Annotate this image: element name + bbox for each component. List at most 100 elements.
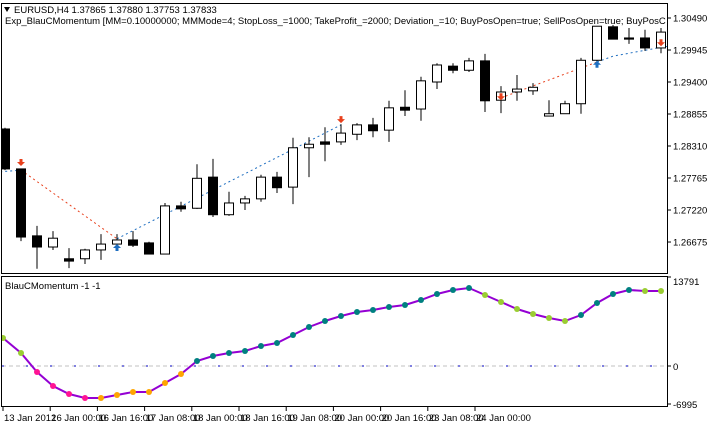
time-axis-label: 18 Jan 00:00 [193,413,248,424]
candle-bullish [384,100,394,142]
candle-body [560,103,570,115]
candle-bullish [336,124,346,145]
momentum-point [194,358,200,364]
momentum-point [146,389,152,395]
candle-bearish [448,63,458,74]
candle-body [224,202,234,216]
momentum-point [530,311,536,317]
candle-body [128,239,138,246]
candle-body [576,59,586,105]
momentum-point [338,313,344,319]
candle-bearish [624,27,634,44]
time-axis-label: 13 Jan 2012 [4,413,56,424]
indicator-plot [2,285,667,401]
candle-body [592,25,602,61]
candle-bullish [560,100,570,115]
momentum-point [386,304,392,310]
momentum-point [34,369,40,375]
momentum-point [114,392,120,398]
time-axis-label: 16 Jan 16:00 [98,413,153,424]
momentum-point [66,391,72,397]
candle-bearish [272,171,282,193]
candle-body [416,80,426,110]
momentum-point [562,318,568,324]
time-axis-label: 20 Jan 00:00 [334,413,389,424]
candle-bullish [544,100,554,117]
indicator-label: BlauCMomentum -1 -1 [5,281,101,292]
symbol-info: EURUSD,H4 1.37865 1.37880 1.37753 1.3783… [14,5,217,16]
candle-body [192,177,202,209]
candle-bullish [160,202,170,255]
candle-bullish [352,123,362,141]
buy-arrow-icon [593,60,601,68]
candle-bearish [64,248,74,269]
candle-body [160,205,170,255]
candle-body [32,235,42,248]
price-axis-label: 1.29945 [673,46,707,57]
candle-bearish [16,168,26,242]
price-axis-label: 1.26675 [673,238,707,249]
trade-line [2,169,22,173]
momentum-point [226,350,232,356]
momentum-point [466,285,472,291]
sell-arrow-icon [497,93,505,101]
candle-bullish [576,57,586,114]
candle-body [144,242,154,255]
candle-body [96,243,106,251]
candle-bullish [192,164,202,209]
momentum-point [418,297,424,303]
candle-body [544,113,554,117]
momentum-point [626,287,632,293]
candle-body [304,143,314,149]
sell-arrow-icon [17,159,25,167]
momentum-point [306,324,312,330]
momentum-point [434,291,440,297]
candle-body [448,65,458,71]
candle-body [272,176,282,189]
candle-bearish [320,127,330,162]
candle-body [352,124,362,135]
price-axis-label: 1.29400 [673,78,707,89]
candle-bearish [32,225,42,269]
collapse-triangle-icon[interactable] [4,7,10,12]
time-axis-label: 17 Jan 08:00 [146,413,201,424]
momentum-point [178,371,184,377]
indicator-axis-label: 0 [673,362,678,373]
indicator-pane[interactable] [1,276,668,407]
candle-bearish [640,29,650,51]
candle-body [336,132,346,143]
time-axis-label: 20 Jan 16:00 [382,413,437,424]
sell-arrow-icon [657,39,665,47]
trade-line [596,45,667,63]
momentum-point [642,288,648,294]
time-axis-label: 16 Jan 00:00 [51,413,106,424]
candle-body [624,37,634,40]
candle-body [16,168,26,238]
candle-bullish [256,174,266,202]
candle-bullish [432,63,442,90]
candle-bullish [464,57,474,73]
candle-bullish [48,231,58,250]
candle-body [384,107,394,131]
candle-body [176,205,186,210]
candle-body [48,237,58,248]
momentum-point [594,300,600,306]
momentum-point [322,318,328,324]
candle-bearish [608,25,618,40]
time-axis-label: 23 Jan 08:00 [429,413,484,424]
candle-bearish [208,158,218,218]
momentum-point [514,306,520,312]
candle-bullish [528,83,538,95]
candle-bullish [288,137,298,205]
candle-body [256,176,266,200]
indicator-axis-label: -6995 [673,400,697,411]
momentum-point [578,312,584,318]
candle-bullish [416,76,426,121]
price-plot [2,25,667,269]
momentum-point [258,343,264,349]
candle-body [640,37,650,49]
candle-bullish [592,25,602,64]
main-pane[interactable] [1,3,668,274]
candle-body [240,198,250,204]
